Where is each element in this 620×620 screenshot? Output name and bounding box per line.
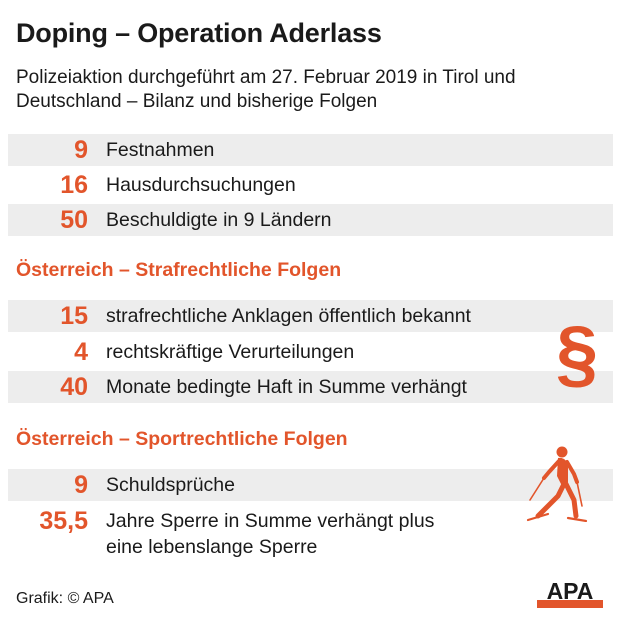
- stat-value: 40: [60, 372, 88, 401]
- stat-label: Festnahmen: [106, 139, 215, 161]
- page-title: Doping – Operation Aderlass: [16, 18, 382, 48]
- stat-row-verdicts: 9 Schuldsprüche: [8, 469, 613, 501]
- section-heading-criminal: Österreich – Strafrechtliche Folgen: [16, 259, 342, 281]
- page-subtitle: Polizeiaktion durchgeführt am 27. Februa…: [16, 67, 516, 112]
- stat-value: 9: [74, 135, 88, 164]
- paragraph-icon: §: [555, 311, 599, 396]
- stat-row-prison: 40 Monate bedingte Haft in Summe verhäng…: [8, 371, 613, 403]
- stat-row-convictions: 4 rechtskräftige Verurteilungen: [8, 336, 613, 368]
- stat-label: Hausdurchsuchungen: [106, 174, 296, 196]
- skier-icon: [526, 446, 588, 522]
- stat-row-bans: 35,5 Jahre Sperre in Summe verhängt plus…: [8, 505, 613, 561]
- apa-logo: APA: [537, 578, 603, 608]
- stat-row-arrests: 9 Festnahmen: [8, 134, 613, 166]
- stat-row-searches: 16 Hausdurchsuchungen: [8, 169, 613, 201]
- stat-value: 35,5: [39, 507, 88, 535]
- stat-value: 50: [60, 205, 88, 234]
- stat-row-charges: 15 strafrechtliche Anklagen öffentlich b…: [8, 300, 613, 332]
- credit-text: Grafik: © APA: [16, 590, 114, 607]
- stat-label: Schuldsprüche: [106, 474, 235, 496]
- stat-value: 15: [60, 301, 88, 330]
- apa-logo-text: APA: [547, 578, 594, 604]
- stat-row-accused: 50 Beschuldigte in 9 Ländern: [8, 204, 613, 236]
- stat-label: rechtskräftige Verurteilungen: [106, 341, 355, 363]
- section-heading-sport: Österreich – Sportrechtliche Folgen: [16, 428, 348, 450]
- stat-label-line: eine lebenslange Sperre: [106, 536, 318, 558]
- stat-value: 9: [74, 470, 88, 499]
- stat-value: 4: [74, 337, 88, 366]
- stat-label: Beschuldigte in 9 Ländern: [106, 209, 332, 231]
- stat-label: Jahre Sperre in Summe verhängt plus eine…: [106, 505, 434, 560]
- stat-label-line: Jahre Sperre in Summe verhängt plus: [106, 510, 435, 532]
- stat-label: Monate bedingte Haft in Summe verhängt: [106, 376, 467, 398]
- stat-value: 16: [60, 170, 88, 199]
- stat-label: strafrechtliche Anklagen öffentlich beka…: [106, 305, 471, 327]
